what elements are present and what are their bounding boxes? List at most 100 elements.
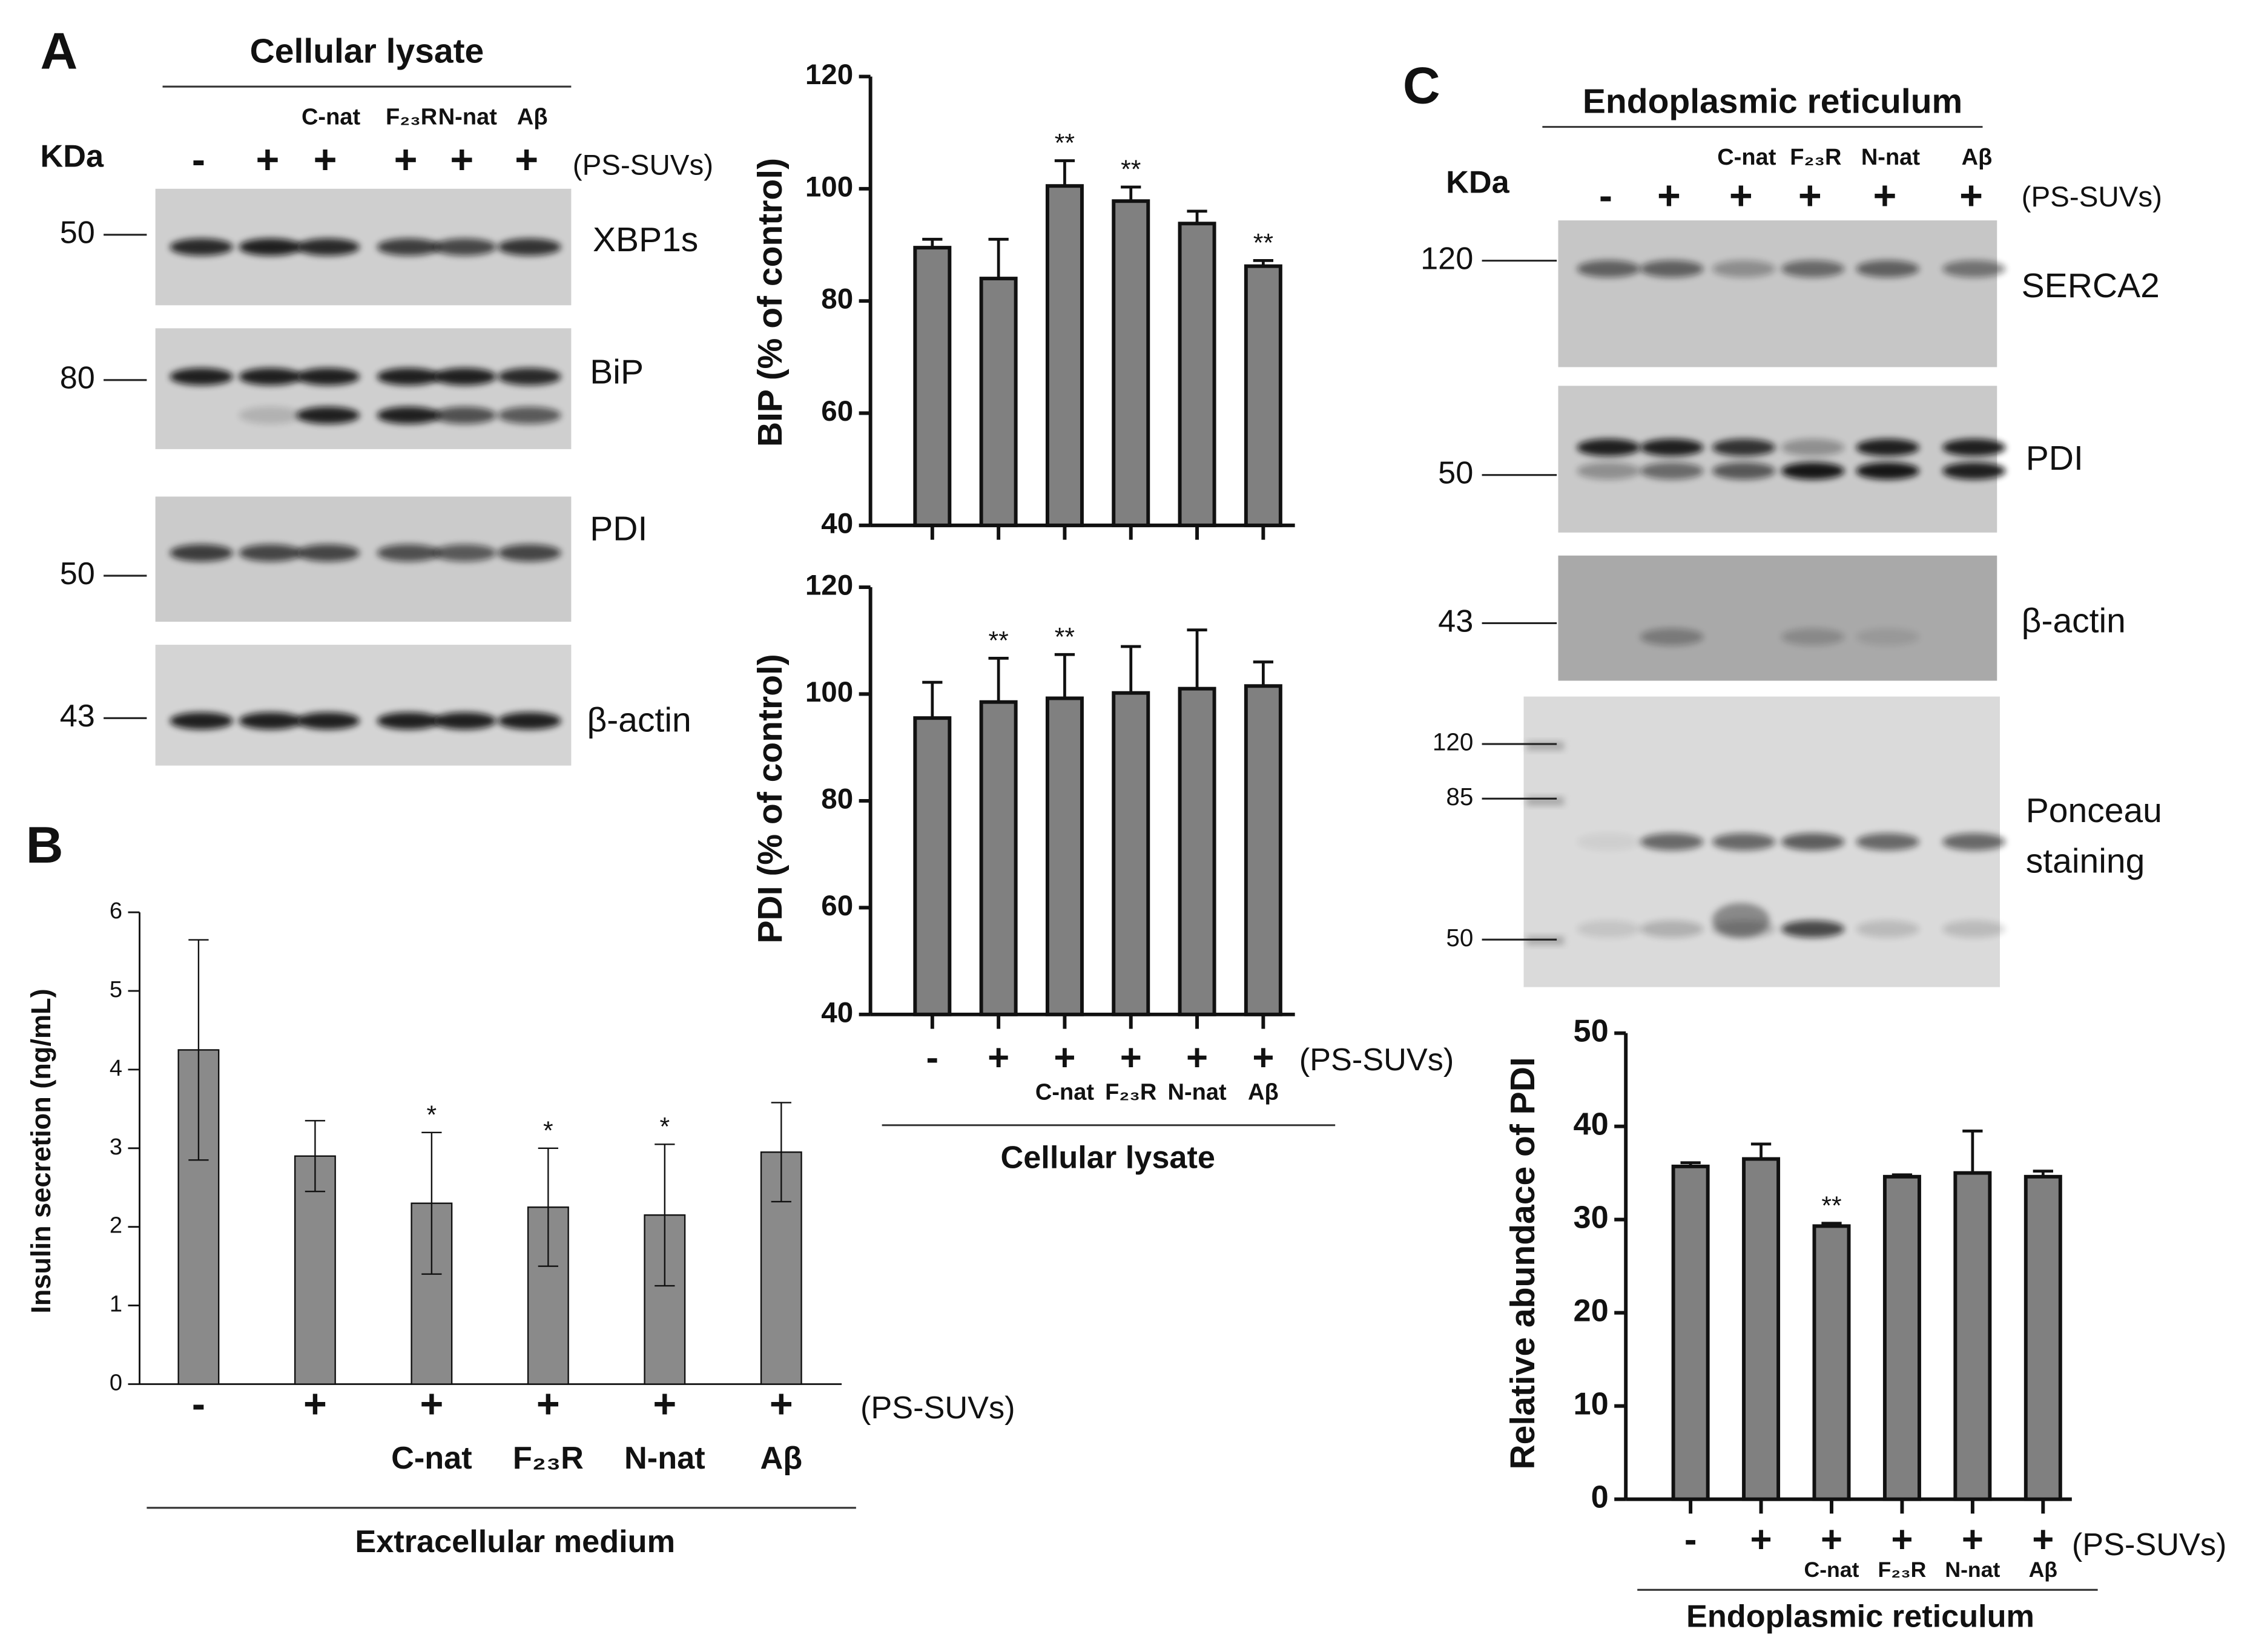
bar — [1112, 691, 1150, 1016]
bar — [1742, 1157, 1781, 1501]
y-tick-label: 80 — [821, 283, 853, 315]
x-tick-label: - — [926, 1037, 939, 1079]
blot-band — [1942, 260, 2006, 278]
panel-label: A — [41, 22, 78, 80]
x-sublabel: Aβ — [1248, 1080, 1279, 1105]
lane-treatment: F₂₃R — [386, 104, 437, 130]
blot-band — [296, 544, 360, 562]
bar — [913, 246, 952, 527]
blot-band — [1712, 438, 1776, 456]
significance: ** — [988, 627, 1008, 656]
x-tick-label: + — [303, 1382, 327, 1427]
blot-band — [1781, 438, 1845, 456]
blot-strip — [1558, 386, 1997, 533]
y-tick-label: 120 — [805, 570, 853, 602]
significance: ** — [1055, 622, 1075, 651]
blot-band — [498, 544, 561, 562]
significance: * — [660, 1112, 670, 1141]
lane-sign: + — [515, 138, 538, 183]
blot-band — [1640, 438, 1704, 456]
y-tick-label: 10 — [1574, 1386, 1609, 1421]
y-tick-label: 6 — [110, 898, 122, 924]
protein-label: PDI — [2026, 439, 2083, 478]
protein-label: XBP1s — [593, 220, 698, 259]
x-tick-label: + — [1054, 1037, 1075, 1079]
x-sublabel: C-nat — [1804, 1558, 1859, 1582]
x-tick-label: - — [1684, 1519, 1697, 1561]
blot-band — [1577, 260, 1640, 278]
y-tick-label: 120 — [805, 59, 853, 91]
x-sublabel: F₂₃R — [513, 1441, 584, 1476]
lane-treatment: C-nat — [1717, 145, 1776, 170]
bar — [979, 277, 1018, 527]
blot-band — [433, 367, 496, 386]
significance: * — [543, 1116, 553, 1145]
x-sublabel: C-nat — [1035, 1080, 1094, 1105]
bar — [913, 716, 952, 1016]
series-label: (PS-SUVs) — [2072, 1527, 2227, 1562]
bar — [1812, 1224, 1851, 1501]
protein-label: β-actin — [2022, 602, 2126, 640]
x-sublabel: N-nat — [1167, 1080, 1226, 1105]
blot-band — [170, 367, 233, 386]
blot-band — [239, 544, 303, 562]
blot-band — [1856, 462, 1919, 480]
blot-band — [377, 367, 441, 386]
lane-sign: + — [450, 138, 473, 183]
marker-label: 80 — [60, 361, 95, 396]
y-tick-label: 80 — [821, 783, 853, 815]
blot-title: Endoplasmic reticulum — [1583, 82, 1962, 121]
y-tick-label: 60 — [821, 890, 853, 922]
y-tick-label: 40 — [821, 507, 853, 539]
blot-band — [1856, 438, 1919, 456]
significance: ** — [1121, 155, 1141, 184]
bar — [979, 700, 1018, 1016]
panel-label: B — [26, 817, 64, 874]
blot-band — [239, 367, 303, 386]
blot-band — [433, 712, 496, 730]
blot-band — [296, 367, 360, 386]
group-label: Endoplasmic reticulum — [1686, 1599, 2034, 1634]
x-tick-label: + — [1186, 1037, 1208, 1079]
blot-band — [377, 712, 441, 730]
lane-sign: - — [1599, 174, 1612, 219]
blot-band — [1781, 833, 1845, 851]
x-tick-label: + — [988, 1037, 1009, 1079]
lane-sign: + — [1798, 174, 1822, 219]
marker-label: 50 — [60, 216, 95, 251]
lane-sign: + — [1873, 174, 1896, 219]
ps-label: (PS-SUVs) — [2022, 181, 2162, 213]
bar — [1244, 264, 1282, 527]
y-tick-label: 0 — [110, 1371, 122, 1396]
bar — [1178, 222, 1216, 527]
marker-label: 120 — [1433, 728, 1473, 756]
y-tick-label: 30 — [1574, 1200, 1609, 1235]
blot-band — [1640, 833, 1704, 851]
protein-label: Ponceau — [2026, 791, 2162, 830]
blot-band — [1640, 462, 1704, 480]
marker-label: 50 — [1438, 456, 1473, 491]
lane-treatment: N-nat — [1861, 145, 1920, 170]
y-tick-label: 20 — [1574, 1293, 1609, 1328]
bar — [2023, 1174, 2062, 1501]
y-tick-label: 2 — [110, 1213, 122, 1239]
marker-label: 50 — [60, 556, 95, 591]
x-sublabel: N-nat — [624, 1441, 705, 1476]
lane-sign: + — [1959, 174, 1983, 219]
marker-label: 85 — [1446, 783, 1473, 811]
lane-treatment: C-nat — [302, 104, 360, 130]
x-tick-label: + — [1120, 1037, 1142, 1079]
x-tick-label: + — [2032, 1519, 2054, 1561]
group-label: Extracellular medium — [355, 1524, 675, 1559]
blot-strip — [1558, 220, 1997, 367]
significance: ** — [1821, 1191, 1841, 1220]
x-tick-label: + — [1252, 1037, 1274, 1079]
x-tick-label: + — [770, 1382, 793, 1427]
bar — [1882, 1174, 1921, 1501]
y-axis-label: PDI (% of control) — [751, 654, 790, 943]
significance: ** — [1055, 129, 1075, 158]
ladder-band — [1526, 742, 1565, 751]
bar — [1953, 1171, 1992, 1501]
blot-band — [433, 238, 496, 256]
